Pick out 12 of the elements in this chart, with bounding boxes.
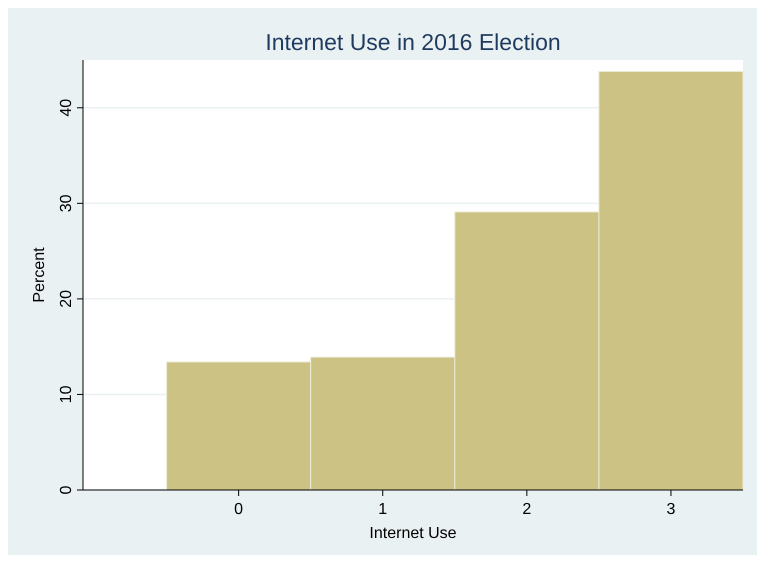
x-axis-title: Internet Use [369, 525, 457, 542]
y-tick-label: 20 [58, 290, 75, 308]
x-tick-label: 0 [234, 501, 244, 518]
chart-title: Internet Use in 2016 Election [265, 29, 561, 55]
y-tick-label: 30 [58, 194, 75, 212]
x-tick-label: 2 [522, 501, 532, 518]
x-tick-label: 1 [378, 501, 388, 518]
x-tick-label: 3 [666, 501, 676, 518]
y-tick-label: 40 [58, 98, 75, 117]
y-axis-title: Percent [31, 246, 48, 303]
y-tick-label: 10 [58, 385, 75, 404]
y-tick-label: 0 [58, 485, 75, 494]
